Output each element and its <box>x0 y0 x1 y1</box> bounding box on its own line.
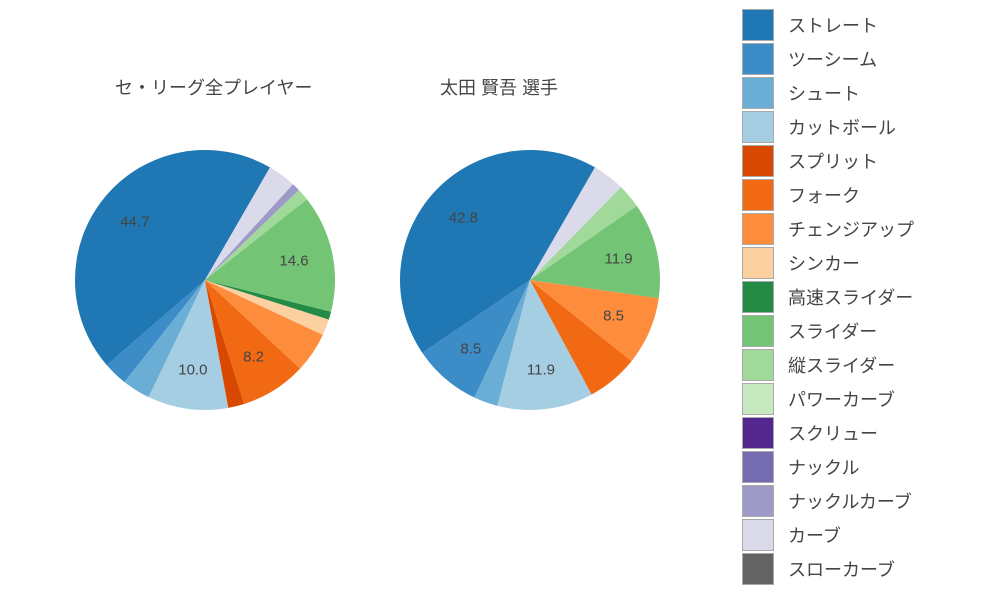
legend-row-straight: ストレート <box>742 8 982 42</box>
pie-0-label-fork: 8.2 <box>243 348 264 365</box>
pie-1-label-twoseam: 8.5 <box>460 341 481 358</box>
legend-swatch-cutball <box>742 111 774 143</box>
legend-label-curve: カーブ <box>788 522 841 548</box>
legend-row-powercurve: パワーカーブ <box>742 382 982 416</box>
legend-label-fork: フォーク <box>788 182 860 208</box>
legend-swatch-powercurve <box>742 383 774 415</box>
pie-1-label-slider: 11.9 <box>604 250 632 267</box>
legend-label-twoseam: ツーシーム <box>788 46 877 72</box>
pie-1-label-cutball: 11.9 <box>527 362 555 379</box>
legend-label-shoot: シュート <box>788 80 860 106</box>
legend-row-curve: カーブ <box>742 518 982 552</box>
legend-label-straight: ストレート <box>788 12 878 38</box>
legend-label-slowcurve: スローカーブ <box>788 556 895 582</box>
legend-label-changeup: チェンジアップ <box>788 216 914 242</box>
legend-swatch-sinker <box>742 247 774 279</box>
legend-label-vslider: 縦スライダー <box>788 352 895 378</box>
legend-swatch-slowcurve <box>742 553 774 585</box>
legend-row-twoseam: ツーシーム <box>742 42 982 76</box>
legend: ストレートツーシームシュートカットボールスプリットフォークチェンジアップシンカー… <box>742 8 982 586</box>
legend-row-fastslider: 高速スライダー <box>742 280 982 314</box>
legend-swatch-straight <box>742 9 774 41</box>
legend-row-vslider: 縦スライダー <box>742 348 982 382</box>
legend-row-slowcurve: スローカーブ <box>742 552 982 586</box>
legend-row-split: スプリット <box>742 144 982 178</box>
legend-swatch-knucklecurve <box>742 485 774 517</box>
chart-title-1: 太田 賢吾 選手 <box>440 74 558 100</box>
legend-label-powercurve: パワーカーブ <box>788 386 895 412</box>
legend-label-slider: スライダー <box>788 318 877 344</box>
legend-label-sinker: シンカー <box>788 250 860 276</box>
legend-swatch-shoot <box>742 77 774 109</box>
pie-1-label-straight: 42.8 <box>449 209 478 226</box>
pie-1-label-changeup: 8.5 <box>603 308 624 325</box>
legend-label-cutball: カットボール <box>788 114 896 140</box>
chart-title-0: セ・リーグ全プレイヤー <box>115 74 312 100</box>
legend-swatch-split <box>742 145 774 177</box>
legend-row-cutball: カットボール <box>742 110 982 144</box>
chart-stage: セ・リーグ全プレイヤー 44.7 10.0 8.2 14.6 太田 賢吾 選手 42.8 8.… <box>0 0 1000 600</box>
legend-swatch-screw <box>742 417 774 449</box>
legend-row-knucklecurve: ナックルカーブ <box>742 484 982 518</box>
legend-row-screw: スクリュー <box>742 416 982 450</box>
legend-label-knuckle: ナックル <box>788 454 859 480</box>
legend-row-changeup: チェンジアップ <box>742 212 982 246</box>
legend-row-slider: スライダー <box>742 314 982 348</box>
legend-label-screw: スクリュー <box>788 420 878 446</box>
legend-swatch-vslider <box>742 349 774 381</box>
legend-row-knuckle: ナックル <box>742 450 982 484</box>
legend-label-split: スプリット <box>788 148 878 174</box>
legend-swatch-curve <box>742 519 774 551</box>
legend-swatch-slider <box>742 315 774 347</box>
pie-0-label-straight: 44.7 <box>120 214 149 231</box>
legend-swatch-changeup <box>742 213 774 245</box>
pie-0-label-cutball: 10.0 <box>178 362 207 379</box>
legend-label-fastslider: 高速スライダー <box>788 284 913 310</box>
legend-row-shoot: シュート <box>742 76 982 110</box>
legend-label-knucklecurve: ナックルカーブ <box>788 488 912 514</box>
legend-row-fork: フォーク <box>742 178 982 212</box>
pie-0-label-slider: 14.6 <box>279 252 308 269</box>
legend-row-sinker: シンカー <box>742 246 982 280</box>
legend-swatch-knuckle <box>742 451 774 483</box>
legend-swatch-fastslider <box>742 281 774 313</box>
legend-swatch-twoseam <box>742 43 774 75</box>
legend-swatch-fork <box>742 179 774 211</box>
